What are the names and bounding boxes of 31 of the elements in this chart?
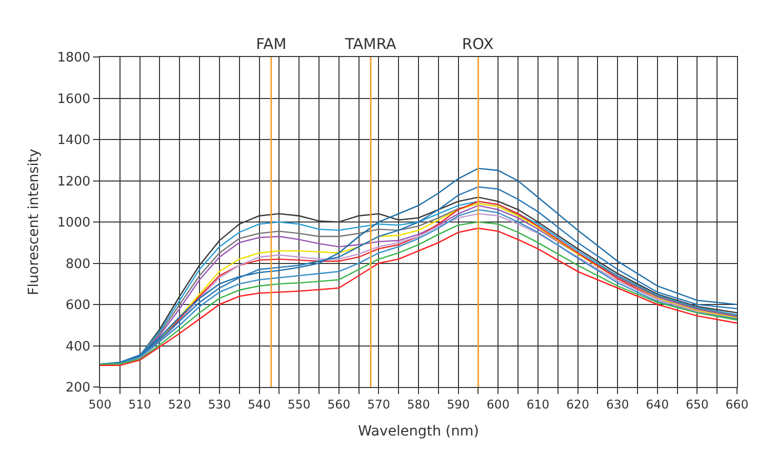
x-tick-label: 510 — [128, 397, 152, 412]
x-tick-label: 520 — [168, 397, 192, 412]
x-tick-label: 550 — [288, 397, 311, 412]
x-tick-label: 570 — [367, 397, 390, 412]
y-tick-label: 1600 — [57, 92, 90, 107]
x-tick-label: 660 — [726, 397, 748, 412]
ref-line-label: FAM — [256, 35, 286, 53]
y-tick-label: 1400 — [57, 133, 90, 148]
y-tick-label: 200 — [66, 380, 90, 396]
y-tick-label: 400 — [66, 339, 90, 354]
x-tick-label: 640 — [646, 397, 669, 412]
y-tick-label: 600 — [66, 298, 90, 314]
x-axis-title: Wavelength (nm) — [358, 424, 479, 440]
x-tick-label: 610 — [526, 397, 550, 412]
y-axis-title: Fluorescent intensity — [26, 148, 42, 296]
x-tick-label: 540 — [248, 397, 271, 412]
x-tick-label: 620 — [566, 397, 590, 412]
ref-line-label: ROX — [462, 35, 494, 53]
x-tick-label: 630 — [606, 397, 630, 412]
x-tick-label: 650 — [686, 397, 709, 412]
x-tick-label: 600 — [486, 397, 510, 412]
y-tick-label: 1200 — [57, 174, 90, 190]
x-tick-label: 500 — [88, 397, 112, 412]
x-tick-label: 590 — [446, 397, 470, 412]
y-tick-label: 1800 — [57, 50, 90, 66]
ref-line-label: TAMRA — [344, 35, 398, 53]
x-tick-label: 560 — [327, 397, 350, 412]
x-tick-label: 580 — [407, 397, 430, 412]
y-tick-label: 800 — [66, 256, 90, 272]
y-tick-label: 1000 — [57, 216, 90, 231]
x-tick-label: 530 — [208, 397, 231, 412]
